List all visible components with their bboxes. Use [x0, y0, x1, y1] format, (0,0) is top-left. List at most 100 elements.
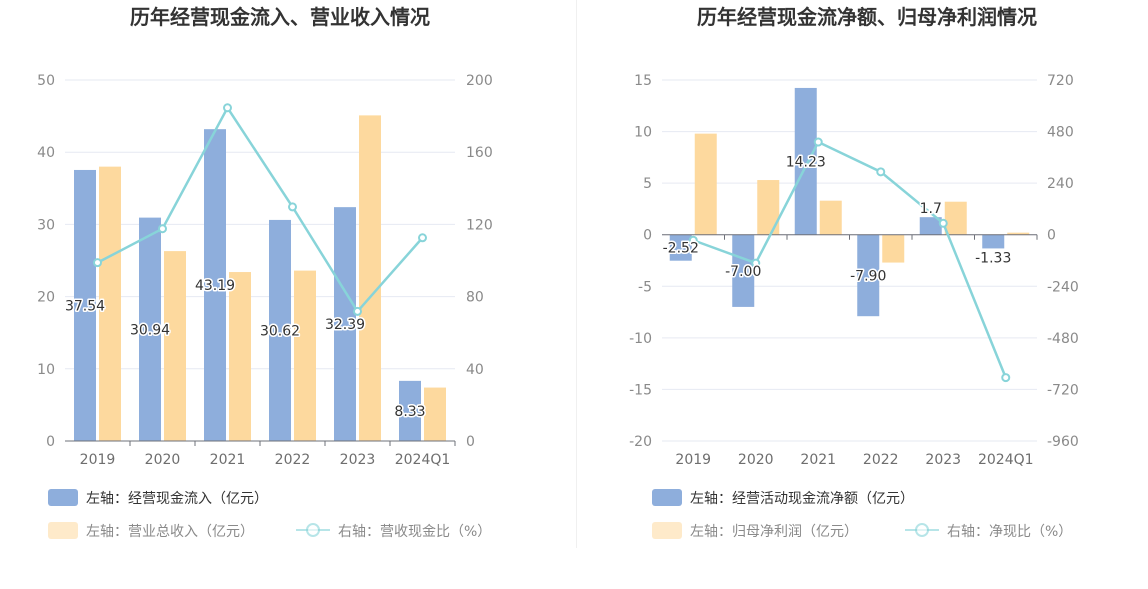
chart-right: 历年经营现金流净额、归母净利润情况 -20 -15 -10 -5 0 5 10 15 -960 -7…: [629, 5, 1079, 540]
left-left-tick-label: 40: [37, 145, 55, 161]
left-category-label: 2020: [145, 452, 181, 468]
chart-left: 历年经营现金流入、营业收入情况 0 10 20 30 40 50 0 40 80 120 160 200…: [37, 5, 493, 540]
left-category-label: 2019: [80, 452, 116, 468]
left-ratio-point: [418, 233, 427, 243]
right-bar-secondary: [944, 201, 967, 235]
right-left-tick-label: -20: [629, 434, 652, 450]
right-bar-secondary: [882, 234, 905, 263]
left-category-label: 2024Q1: [395, 452, 451, 468]
right-bar-secondary: [1007, 232, 1030, 235]
right-legend-label: 左轴：经营活动现金流净额（亿元）: [690, 491, 914, 507]
right-data-label: -7.90: [850, 268, 886, 284]
right-bar-primary: [732, 234, 755, 307]
right-right-tick-label: -960: [1047, 434, 1079, 450]
left-left-tick-label: 10: [37, 362, 55, 378]
left-category-label: 2023: [340, 452, 376, 468]
right-category-label: 2019: [675, 452, 711, 468]
right-bar-secondary: [757, 180, 780, 235]
left-right-tick-label: 120: [466, 217, 493, 233]
left-left-tick-label: 50: [37, 73, 55, 89]
right-data-label: -2.52: [663, 241, 699, 257]
left-right-tick-label: 80: [466, 290, 484, 306]
left-bar-secondary: [99, 166, 121, 441]
right-category-label: 2021: [800, 452, 836, 468]
right-data-label: -1.33: [975, 250, 1011, 266]
left-legend-swatch: [48, 489, 78, 506]
right-bar-primary: [857, 234, 880, 317]
left-legend-label: 左轴：经营现金流入（亿元）: [86, 491, 268, 507]
right-legend-swatch: [652, 522, 682, 539]
right-bar-primary: [919, 217, 942, 235]
left-bar-primary: [74, 169, 96, 442]
right-ratio-point: [688, 235, 698, 245]
right-right-tick-label: 240: [1047, 176, 1074, 192]
right-bar-primary: [982, 234, 1005, 249]
right-ratio-point: [938, 218, 948, 228]
right-left-tick-label: -10: [629, 331, 652, 347]
left-left-tick-label: 20: [37, 290, 55, 306]
right-ratio-point: [876, 167, 886, 177]
right-legend-swatch: [652, 489, 682, 506]
right-left-tick-label: 10: [634, 125, 652, 141]
right-ratio-point: [1001, 373, 1011, 383]
left-legend-label: 右轴：营收现金比（%）: [338, 524, 491, 540]
left-data-label: 37.54: [65, 298, 105, 314]
left-data-label: 43.19: [195, 278, 235, 294]
right-bar-primary: [794, 87, 817, 235]
left-ratio-line: [96, 105, 424, 314]
right-left-tick-label: 5: [643, 176, 652, 192]
chart-divider: [576, 0, 577, 548]
right-bar-primary: [669, 234, 692, 261]
left-bar-primary: [334, 207, 356, 441]
left-bar-primary: [269, 219, 291, 441]
left-ratio-point: [223, 103, 232, 113]
left-right-tick-label: 40: [466, 362, 484, 378]
right-category-label: 2022: [863, 452, 899, 468]
right-left-tick-label: -15: [629, 382, 652, 398]
right-right-tick-label: 720: [1047, 73, 1074, 89]
left-ratio-point: [288, 202, 297, 212]
left-ratio-point: [158, 224, 167, 234]
left-ratio-point: [353, 306, 362, 316]
right-right-tick-label: 480: [1047, 125, 1074, 141]
right-ratio-point: [751, 258, 761, 268]
right-left-tick-label: 0: [643, 228, 652, 244]
right-category-label: 2024Q1: [978, 452, 1034, 468]
right-right-tick-label: -480: [1047, 331, 1079, 347]
left-bar-secondary: [164, 251, 186, 441]
right-right-tick-label: 0: [1047, 228, 1056, 244]
right-category-label: 2020: [738, 452, 774, 468]
right-bar-secondary: [819, 200, 842, 235]
left-ratio-point: [93, 258, 102, 268]
right-right-tick-label: -240: [1047, 279, 1079, 295]
left-legend-label: 左轴：营业总收入（亿元）: [86, 524, 254, 540]
right-right-tick-label: -720: [1047, 382, 1079, 398]
left-data-label: 32.39: [325, 317, 365, 333]
right-ratio-line: [692, 140, 1007, 379]
right-legend-marker: [915, 523, 929, 537]
left-bar-primary: [399, 380, 421, 441]
left-data-label: 30.62: [260, 323, 300, 339]
left-chart-title: 历年经营现金流入、营业收入情况: [130, 5, 430, 29]
right-data-label: -7.00: [725, 264, 761, 280]
right-category-label: 2023: [925, 452, 961, 468]
left-data-label: 8.33: [394, 404, 425, 420]
left-category-label: 2022: [275, 452, 311, 468]
right-left-tick-label: 15: [634, 73, 652, 89]
left-right-tick-label: 200: [466, 73, 493, 89]
left-bar-primary: [139, 217, 161, 441]
left-right-tick-label: 0: [466, 434, 475, 450]
right-data-label: 14.23: [786, 154, 826, 170]
left-left-tick-label: 30: [37, 217, 55, 233]
right-legend-label: 右轴：净现比（%）: [947, 524, 1072, 540]
left-left-tick-label: 0: [46, 434, 55, 450]
right-bar-secondary: [694, 133, 717, 235]
left-legend-swatch: [48, 522, 78, 539]
right-legend-label: 左轴：归母净利润（亿元）: [690, 523, 858, 540]
left-bar-secondary: [359, 115, 381, 442]
left-data-label: 30.94: [130, 322, 170, 338]
right-data-label: 1.7: [920, 201, 942, 217]
left-bar-primary: [204, 129, 226, 441]
left-right-tick-label: 160: [466, 145, 493, 161]
left-bar-secondary: [229, 272, 251, 441]
